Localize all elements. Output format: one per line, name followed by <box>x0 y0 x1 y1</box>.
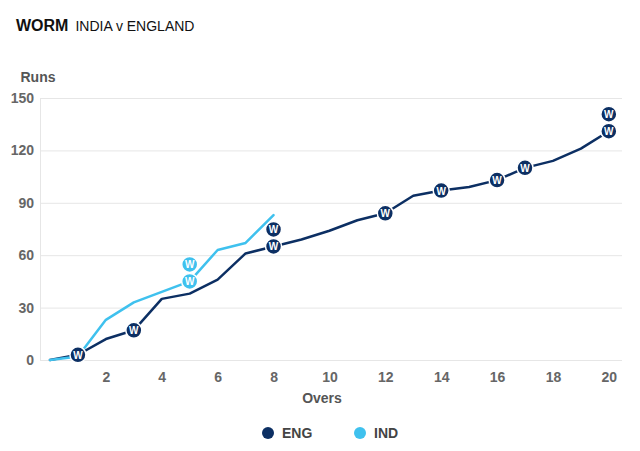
grid-line <box>40 255 622 256</box>
wicket-marker <box>126 322 142 338</box>
grid-line <box>40 203 622 204</box>
series-line <box>50 215 274 360</box>
x-tick-label: 12 <box>378 369 394 385</box>
x-tick-label: 2 <box>102 369 110 385</box>
wicket-marker <box>70 347 86 363</box>
wicket-marker <box>489 172 505 188</box>
y-tick-label: 90 <box>18 195 34 211</box>
wicket-circle <box>126 322 142 338</box>
grid-line <box>40 360 622 361</box>
wicket-label: W <box>269 224 279 235</box>
wicket-marker <box>182 273 198 289</box>
wicket-circle <box>601 123 617 139</box>
y-tick-label: 60 <box>18 247 34 263</box>
wicket-label: W <box>604 126 614 137</box>
y-tick: 0 <box>26 352 622 368</box>
wicket-label: W <box>129 325 139 336</box>
wicket-circle <box>601 106 617 122</box>
series-line <box>50 131 609 360</box>
wicket-marker <box>601 106 617 122</box>
x-axis-title: Overs <box>302 390 342 406</box>
y-tick-label: 30 <box>18 300 34 316</box>
y-tick: 60 <box>18 247 622 263</box>
wicket-label: W <box>604 109 614 120</box>
x-axis-line <box>51 360 621 361</box>
wicket-marker <box>601 123 617 139</box>
wicket-label: W <box>520 163 530 174</box>
grid-line <box>40 150 622 151</box>
wicket-circle <box>266 221 282 237</box>
legend-swatch <box>354 427 366 439</box>
wicket-marker <box>433 183 449 199</box>
y-tick: 120 <box>11 142 622 158</box>
x-axis: 2 4 6 8 10 12 14 16 18 20 <box>51 360 621 385</box>
x-tick-label: 6 <box>214 369 222 385</box>
wicket-marker <box>266 238 282 254</box>
wicket-marker <box>377 205 393 221</box>
y-axis-line <box>40 99 41 361</box>
plot-area <box>50 106 617 363</box>
x-tick: 18 <box>546 360 562 385</box>
wicket-circle <box>70 347 86 363</box>
wicket-label: W <box>269 241 279 252</box>
legend-swatch <box>262 427 274 439</box>
legend-item: IND <box>354 425 398 441</box>
x-tick: 16 <box>490 360 506 385</box>
wicket-circle <box>517 160 533 176</box>
wicket-circle <box>182 256 198 272</box>
x-tick-label: 18 <box>546 369 562 385</box>
y-tick: 90 <box>18 195 622 211</box>
wicket-marker <box>182 256 198 272</box>
y-tick-label: 0 <box>26 352 34 368</box>
x-tick: 12 <box>378 360 394 385</box>
chart: WORM INDIA v ENGLAND 0 30 60 90 120 150 2 4 6 8 10 12… <box>0 0 640 451</box>
legend-label: IND <box>374 425 398 441</box>
title: WORM INDIA v ENGLAND <box>16 17 194 34</box>
wicket-label: W <box>492 175 502 186</box>
wicket-label: W <box>436 186 446 197</box>
y-tick-label: 120 <box>11 142 35 158</box>
y-tick: 150 <box>11 90 622 106</box>
y-tick-label: 150 <box>11 90 35 106</box>
grid-line <box>40 98 622 99</box>
x-tick-label: 8 <box>270 369 278 385</box>
x-tick-label: 20 <box>602 369 618 385</box>
legend-label: ENG <box>282 425 312 441</box>
wicket-circle <box>377 205 393 221</box>
legend: ENG IND <box>262 425 398 441</box>
y-axis: 0 30 60 90 120 150 <box>11 90 622 368</box>
x-tick: 14 <box>434 360 450 385</box>
x-tick-label: 16 <box>490 369 506 385</box>
x-tick: 8 <box>270 360 278 385</box>
wicket-circle <box>266 238 282 254</box>
title-main: WORM <box>16 17 68 34</box>
legend-item: ENG <box>262 425 312 441</box>
wicket-circle <box>489 172 505 188</box>
subtitle: INDIA v ENGLAND <box>75 18 194 34</box>
y-axis-title: Runs <box>21 69 56 85</box>
wicket-label: W <box>73 350 83 361</box>
x-tick-label: 4 <box>158 369 166 385</box>
wicket-marker <box>266 221 282 237</box>
wicket-circle <box>182 273 198 289</box>
wicket-marker <box>517 160 533 176</box>
wicket-circle <box>433 183 449 199</box>
wicket-label: W <box>185 276 195 287</box>
x-tick: 4 <box>158 360 166 385</box>
x-tick-label: 14 <box>434 369 450 385</box>
x-tick-label: 10 <box>322 369 338 385</box>
wicket-label: W <box>381 208 391 219</box>
x-tick: 6 <box>214 360 222 385</box>
x-tick: 2 <box>102 360 110 385</box>
y-tick: 30 <box>18 300 622 316</box>
wicket-label: W <box>185 259 195 270</box>
x-tick: 20 <box>602 360 618 385</box>
x-tick: 10 <box>322 360 338 385</box>
